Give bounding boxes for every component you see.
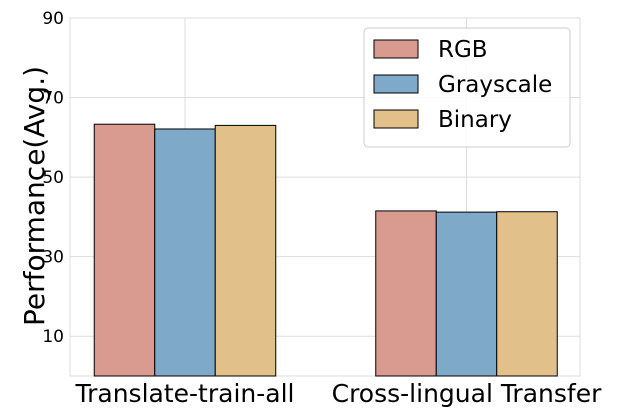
y-tick-label: 70 [42,89,64,109]
bars [93,123,558,377]
legend-swatch-grayscale [373,74,419,94]
legend-swatch-rgb [373,39,419,59]
legend-swatch-binary [373,109,419,129]
y-tick-label: 30 [42,248,64,268]
legend: RGB Grayscale Binary [363,27,571,148]
y-tick-labels: 10 30 50 70 90 [42,9,64,347]
x-category-labels: Translate-train-all Cross-lingual Transfe… [75,379,603,408]
x-category-label: Cross-lingual Transfer [332,379,602,408]
legend-label-rgb: RGB [438,37,488,63]
x-category-label: Translate-train-all [75,379,295,408]
bar-binary-0 [214,124,277,377]
bar-grayscale-1 [435,211,498,377]
legend-label-binary: Binary [438,107,512,133]
y-tick-label: 10 [42,327,64,347]
bar-rgb-0 [93,123,156,377]
y-tick-label: 50 [42,168,64,188]
y-axis-label: Performance(Avg.) [18,66,51,326]
y-tick-label: 90 [42,9,64,29]
bar-rgb-1 [375,210,437,377]
legend-label-grayscale: Grayscale [438,72,552,98]
bar-binary-1 [496,211,558,377]
bar-grayscale-0 [154,128,216,377]
